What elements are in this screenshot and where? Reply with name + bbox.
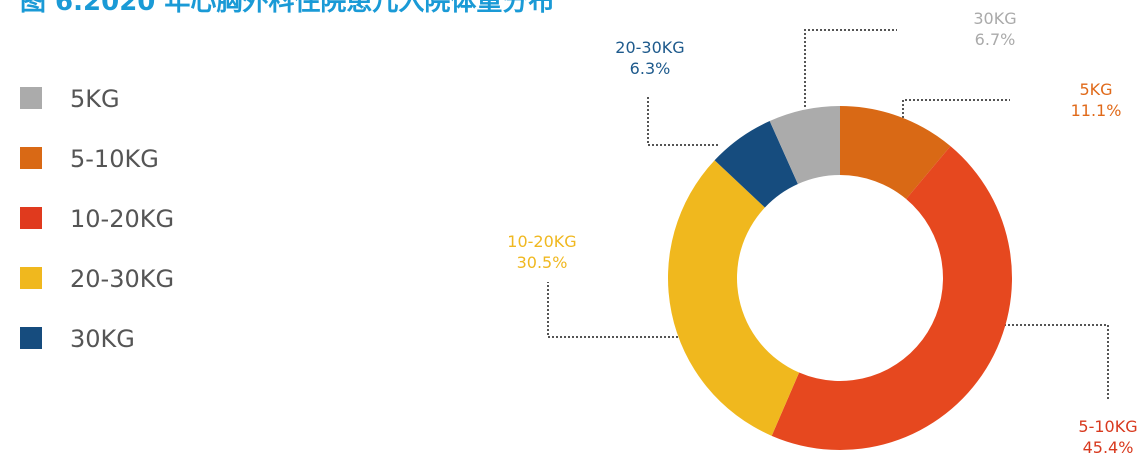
legend-swatch bbox=[20, 267, 42, 289]
slice-value-label: 6.3% bbox=[630, 59, 671, 78]
slice-value-label: 6.7% bbox=[975, 30, 1016, 49]
slice-value-label: 30.5% bbox=[517, 253, 568, 272]
legend-label: 10-20KG bbox=[70, 205, 174, 233]
slice bbox=[771, 146, 1012, 451]
legend-swatch bbox=[20, 87, 42, 109]
slice-label: 30KG bbox=[973, 9, 1016, 28]
legend-label: 30KG bbox=[70, 325, 135, 353]
slice bbox=[840, 106, 951, 200]
leader-line bbox=[647, 97, 718, 146]
slice-label: 5KG bbox=[1079, 80, 1112, 99]
legend-swatch bbox=[20, 327, 42, 349]
leader-lines bbox=[547, 29, 1109, 400]
slice-value-label: 11.1% bbox=[1071, 101, 1122, 120]
slice-value-label: 45.4% bbox=[1083, 438, 1134, 455]
chart-title: 图 6.2020 年心胸外科住院患儿入院体重分布 bbox=[20, 0, 554, 17]
legend-swatch bbox=[20, 207, 42, 229]
slice-label: 20-30KG bbox=[615, 38, 684, 57]
legend-label: 5-10KG bbox=[70, 145, 159, 173]
slice bbox=[714, 121, 798, 208]
legend-label: 5KG bbox=[70, 85, 120, 113]
slice bbox=[769, 106, 840, 184]
leader-line bbox=[1000, 324, 1109, 400]
slice bbox=[667, 160, 800, 436]
legend-label: 20-30KG bbox=[70, 265, 174, 293]
leader-line bbox=[804, 29, 897, 107]
legend-swatch bbox=[20, 147, 42, 169]
leader-line bbox=[902, 99, 1010, 122]
leader-line bbox=[547, 282, 682, 338]
slice-label: 5-10KG bbox=[1078, 417, 1137, 436]
slice-label: 10-20KG bbox=[507, 232, 576, 251]
